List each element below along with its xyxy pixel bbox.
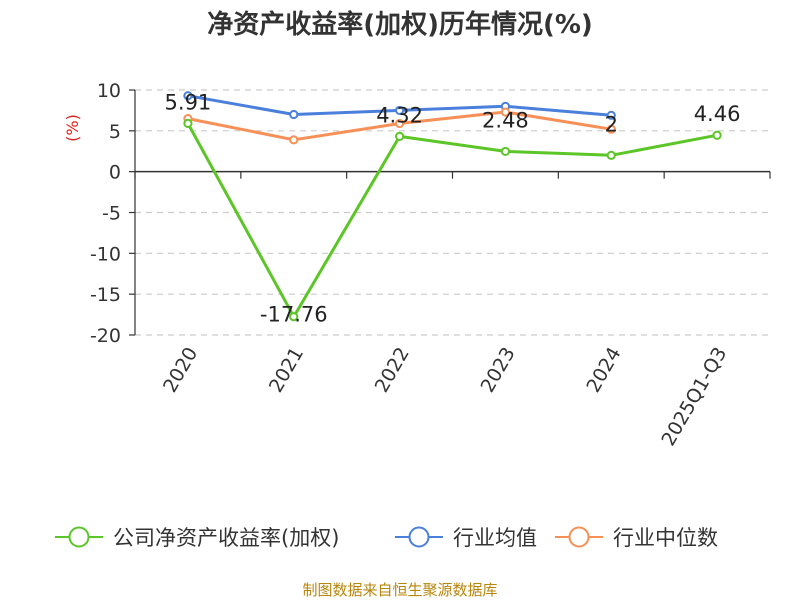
data-point <box>606 150 616 160</box>
legend-item[interactable]: 公司净资产收益率(加权) <box>55 526 339 550</box>
data-point <box>289 109 299 120</box>
data-label: 2.48 <box>482 108 529 132</box>
data-label: 2 <box>605 112 618 136</box>
legend-label: 行业均值 <box>453 526 537 550</box>
data-label: 4.46 <box>694 102 741 126</box>
x-tick-label: 2024 <box>582 344 625 397</box>
data-point <box>606 110 616 120</box>
x-tick-label: 2025Q1-Q3 <box>657 344 731 450</box>
data-point <box>289 312 299 322</box>
x-tick-label: 2022 <box>371 344 414 397</box>
data-label: -17.76 <box>260 303 328 327</box>
data-point <box>712 130 722 140</box>
x-tick-label: 2020 <box>159 344 202 397</box>
y-tick-label: -20 <box>90 325 121 347</box>
data-point <box>606 124 616 134</box>
y-tick-label: -5 <box>102 203 121 225</box>
x-tick-label: 2021 <box>265 344 308 397</box>
source-note: 制图数据来自恒生聚源数据库 <box>302 581 497 599</box>
data-labels: 5.91 -17.76 4.32 2.48 2 4.46 <box>165 90 741 326</box>
grid <box>135 89 770 336</box>
data-label: 4.32 <box>376 103 423 127</box>
series <box>183 91 722 322</box>
data-point <box>289 135 299 145</box>
legend-label: 行业中位数 <box>613 526 718 550</box>
axes: 10 5 0 -5 -10 -15 -20 2020 2021 2022 2023 2024 2025Q… <box>90 80 771 450</box>
legend-marker <box>68 526 90 548</box>
data-point <box>394 105 405 116</box>
y-axis-unit: (%) <box>63 114 82 142</box>
data-point <box>394 131 405 141</box>
data-label: 5.91 <box>165 90 212 114</box>
data-point <box>500 107 511 117</box>
y-tick-label: 10 <box>97 80 121 102</box>
series-line <box>186 122 718 319</box>
legend[interactable]: 公司净资产收益率(加权) 行业均值 行业中位数 <box>55 526 718 550</box>
data-point <box>500 146 511 157</box>
y-tick-label: -10 <box>90 243 121 265</box>
legend-marker <box>568 526 590 548</box>
y-tick-label: 5 <box>109 121 121 143</box>
data-point <box>183 91 193 101</box>
y-tick-label: 0 <box>109 162 121 184</box>
legend-item[interactable]: 行业均值 <box>395 526 537 550</box>
legend-item[interactable]: 行业中位数 <box>555 526 718 550</box>
x-tick-label: 2023 <box>477 344 520 397</box>
data-point <box>183 118 193 129</box>
chart-title: 净资产收益率(加权)历年情况(%) <box>207 9 593 40</box>
data-point <box>394 118 405 129</box>
y-tick-label: -15 <box>90 284 121 306</box>
legend-label: 公司净资产收益率(加权) <box>113 526 339 550</box>
legend-marker <box>408 526 430 548</box>
